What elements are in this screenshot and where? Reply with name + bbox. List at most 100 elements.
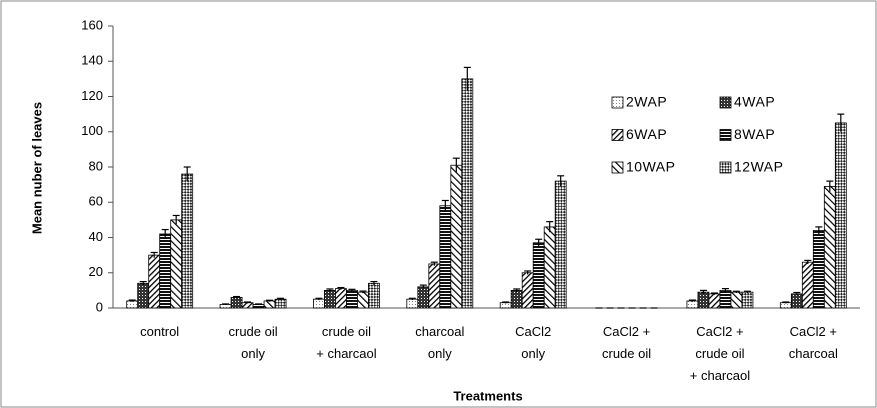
x-tick-label: CaCl2 + charcoal [789,324,838,361]
error-bar [732,290,740,294]
bar [779,302,792,309]
x-tick-label: CaCl2 + crude oil [602,324,651,361]
x-tick-label: CaCl2 + crude oil + charcaol [690,324,750,383]
bar [170,219,183,309]
y-tick-label: 100 [81,123,103,138]
error-bar [139,280,147,286]
bar [346,289,358,309]
bar [801,261,814,309]
bar [823,185,836,309]
x-tick-label: crude oil only [228,324,277,361]
bar [790,293,803,309]
x-tick-label-line: crude oil [602,346,651,361]
bar [686,300,699,309]
error-bar [513,288,521,292]
bar [428,263,441,309]
legend-label: 12WAP [734,159,783,175]
legend-swatch [611,96,624,109]
legend-swatch [719,161,732,174]
legend-label: 2WAP [626,94,667,110]
error-bar [359,290,367,294]
bar [274,298,287,309]
bar [439,205,452,309]
bar [708,293,721,309]
error-bar [837,113,845,132]
y-tick-label: 160 [81,17,103,32]
bar [543,226,556,309]
bar [697,291,710,309]
error-bar [277,297,285,301]
x-tick-label-line: only [428,346,452,361]
error-bar [337,286,345,290]
error-bar [266,299,274,302]
x-tick-label-line: charcoal [415,324,464,339]
x-tick-label-line: + charcaol [690,368,750,383]
x-tick-label-line: CaCl2 + [696,324,743,339]
bar [834,122,847,309]
y-tick-label: 140 [81,53,103,68]
x-tick-label-line: crude oil [322,324,371,339]
error-bar [782,301,790,304]
error-bar [370,280,378,286]
error-bar [535,238,543,247]
y-tick-label: 20 [89,264,103,279]
bar [521,272,534,309]
bar [137,282,150,309]
error-bar [721,288,729,293]
bar [263,300,276,309]
error-bar [524,270,532,275]
error-bar [463,66,471,91]
y-axis-title: Mean nuber of leaves [29,102,44,234]
x-tick-label-line: crude oil [228,324,277,339]
error-bar [546,221,554,233]
bar [335,288,347,309]
bar [406,298,419,309]
x-tick-label-line: only [521,346,545,361]
error-bar [233,295,241,299]
x-tick-label-line: only [241,346,265,361]
error-bar [688,299,696,302]
y-tick-label: 80 [89,158,103,173]
bar [241,302,254,309]
error-bar [826,180,834,192]
error-bar [502,301,510,304]
bar [368,282,380,309]
x-tick-label-line: charcoal [789,346,838,361]
bar [126,300,139,309]
y-tick-label: 60 [89,194,103,209]
bar [730,291,743,309]
error-bar [557,175,565,187]
error-bar [128,299,136,302]
bar [230,297,243,309]
bar [417,286,430,309]
x-axis-title: Treatments [453,388,522,403]
bar [357,291,369,309]
error-bar [419,284,427,289]
error-bar [441,199,449,212]
y-tick-label: 120 [81,88,103,103]
bar [324,289,336,309]
error-bar [150,251,158,258]
error-bar [348,288,356,292]
bar [450,164,463,309]
bar [499,302,512,309]
bar [510,289,523,309]
x-tick-label-line: + charcaol [316,346,376,361]
error-bar [699,289,707,294]
bar [461,78,474,309]
bar [181,173,194,309]
legend-label: 4WAP [734,94,775,110]
error-bar [815,226,823,234]
error-bar [326,288,334,292]
x-tick-label: crude oil + charcaol [316,324,376,361]
x-tick-label: CaCl2 only [515,324,551,361]
legend-swatch [611,161,624,174]
legend-label: 8WAP [734,126,775,142]
x-tick-label-line: CaCl2 + [790,324,837,339]
error-bar [804,259,812,264]
x-tick-label-line: control [140,324,179,339]
y-tick-label: 40 [89,229,103,244]
legend-label: 10WAP [626,159,675,175]
bar [532,242,545,309]
error-bar [793,291,801,296]
